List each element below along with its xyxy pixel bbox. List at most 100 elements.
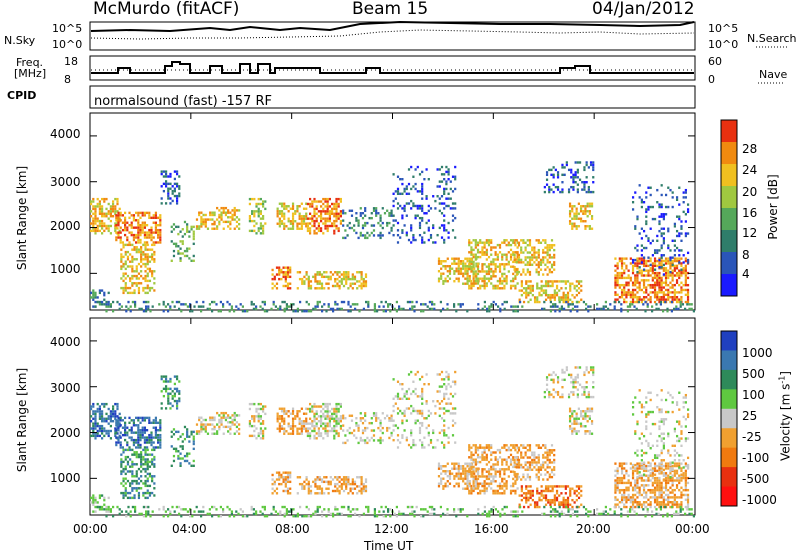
velocity-cell [317, 415, 320, 418]
velocity-cell [313, 427, 316, 430]
velocity-cell [169, 402, 172, 405]
power-cell [454, 207, 457, 210]
velocity-cell [479, 456, 482, 459]
velocity-cell [137, 431, 140, 434]
power-cell [651, 264, 654, 268]
power-cell [444, 265, 447, 268]
velocity-cell [392, 378, 395, 381]
power-cell [581, 181, 584, 184]
velocity-cell [231, 423, 234, 426]
velocity-cell [421, 397, 424, 401]
power-cell [596, 303, 599, 306]
power-cell [222, 303, 225, 306]
power-cell [262, 202, 265, 206]
velocity-cell [379, 439, 382, 442]
velocity-cell [117, 426, 120, 429]
velocity-cell [483, 448, 486, 452]
power-cell [143, 241, 147, 244]
power-cell [300, 202, 303, 205]
power-cell [344, 236, 347, 240]
power-cell [308, 202, 312, 206]
velocity-cell [122, 479, 125, 483]
power-cell [308, 232, 312, 235]
power-cell [401, 231, 404, 234]
power-cell [662, 254, 665, 257]
power-cell [179, 252, 182, 255]
power-cell [470, 246, 473, 249]
power-cell [512, 272, 515, 276]
power-cell [673, 307, 676, 311]
power-cell [367, 300, 370, 304]
power-cell [270, 307, 273, 311]
velocity-cell [438, 385, 441, 388]
power-cell [147, 300, 150, 304]
power-cell [647, 239, 650, 242]
velocity-cell [146, 465, 149, 468]
velocity-cell [218, 418, 221, 422]
velocity-cell [427, 414, 430, 418]
power-cell [553, 293, 556, 297]
power-cell [640, 201, 643, 204]
velocity-cell [487, 484, 491, 488]
power-cell [406, 300, 409, 304]
velocity-cell [515, 473, 518, 476]
power-cell [325, 282, 328, 285]
power-cell [492, 246, 495, 249]
power-cell [524, 263, 527, 266]
velocity-cell [319, 424, 323, 428]
velocity-cell [140, 465, 143, 468]
power-cell [259, 217, 263, 220]
power-cell [124, 224, 127, 227]
power-cell [128, 241, 131, 244]
power-cell [464, 270, 467, 273]
velocity-cell [275, 487, 279, 490]
velocity-cell [280, 420, 284, 423]
velocity-cell [264, 405, 267, 408]
velocity-cell [520, 466, 523, 469]
velocity-cell [454, 370, 457, 374]
power-cell [167, 192, 170, 195]
velocity-cell [372, 412, 376, 415]
velocity-cell [291, 412, 295, 415]
power-cell [403, 187, 406, 191]
power-cell [327, 282, 330, 285]
velocity-cell [457, 462, 460, 465]
velocity-cell [372, 414, 376, 417]
power-cell [592, 181, 595, 184]
velocity-cell [171, 390, 174, 393]
power-cell [235, 216, 239, 219]
power-cell [451, 214, 455, 217]
velocity-cell [313, 424, 316, 428]
power-cell [178, 187, 181, 190]
velocity-cell [318, 492, 321, 495]
velocity-cell [466, 465, 469, 468]
velocity-cell [425, 426, 428, 430]
power-cell [283, 300, 286, 304]
power-cell [96, 217, 99, 220]
power-cell [282, 273, 285, 276]
power-cell [635, 307, 638, 311]
power-cell [509, 287, 513, 290]
velocity-cell [326, 429, 329, 433]
power-cell [107, 227, 110, 230]
velocity-cell [347, 492, 350, 495]
power-cell [349, 305, 352, 308]
power-cell [680, 239, 683, 242]
power-cell [164, 172, 168, 176]
velocity-cell [135, 455, 138, 459]
velocity-cell [322, 415, 325, 418]
velocity-cell [509, 460, 513, 464]
power-cell [563, 307, 566, 311]
power-cell [546, 253, 549, 257]
velocity-cell [470, 472, 473, 476]
power-cell [545, 171, 549, 174]
power-cell [445, 187, 448, 191]
velocity-cell [169, 407, 172, 410]
power-cell [629, 305, 632, 308]
power-cell [115, 224, 118, 227]
velocity-cell [403, 395, 406, 398]
power-cell [318, 300, 321, 304]
power-cell [259, 224, 263, 228]
power-cell [315, 232, 318, 235]
velocity-cell [300, 430, 303, 433]
